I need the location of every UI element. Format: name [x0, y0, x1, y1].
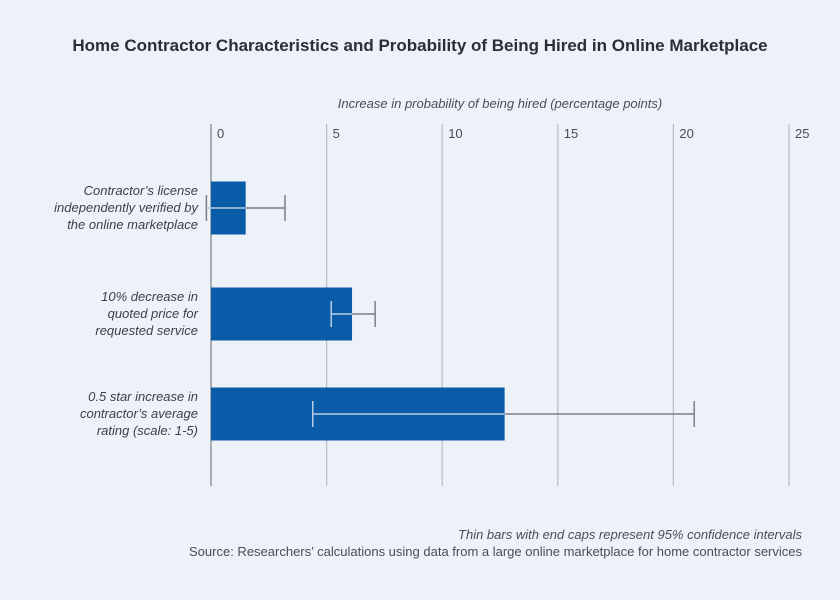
- category-label-line: independently verified by: [54, 200, 198, 215]
- category-label-line: rating (scale: 1-5): [96, 423, 198, 438]
- x-tick-label: 25: [795, 126, 809, 141]
- x-tick-label: 20: [679, 126, 693, 141]
- chart-title: Home Contractor Characteristics and Prob…: [72, 36, 768, 55]
- category-label-line: requested service: [95, 323, 198, 338]
- x-axis-label: Increase in probability of being hired (…: [337, 96, 663, 111]
- x-tick-label: 5: [333, 126, 340, 141]
- category-label-line: quoted price for: [107, 306, 198, 321]
- category-label-line: contractor’s average: [79, 406, 198, 421]
- category-label: 0.5 star increase in contractor’s average…: [28, 388, 198, 439]
- ci-note: Thin bars with end caps represent 95% co…: [458, 527, 802, 542]
- x-tick-label: 10: [448, 126, 462, 141]
- bar: [211, 287, 353, 341]
- category-label: 10% decrease in quoted price for requested…: [28, 288, 198, 339]
- source-note: Source: Researchers’ calculations using …: [189, 544, 802, 559]
- x-tick-label: 15: [564, 126, 578, 141]
- x-tick-label: 0: [217, 126, 224, 141]
- category-label-line: 0.5 star increase in: [88, 389, 198, 404]
- category-label-line: the online marketplace: [67, 217, 198, 232]
- category-label-line: 10% decrease in: [101, 289, 198, 304]
- category-label-line: Contractor’s license: [83, 183, 198, 198]
- category-label: Contractor’s license independently verifi…: [28, 182, 198, 233]
